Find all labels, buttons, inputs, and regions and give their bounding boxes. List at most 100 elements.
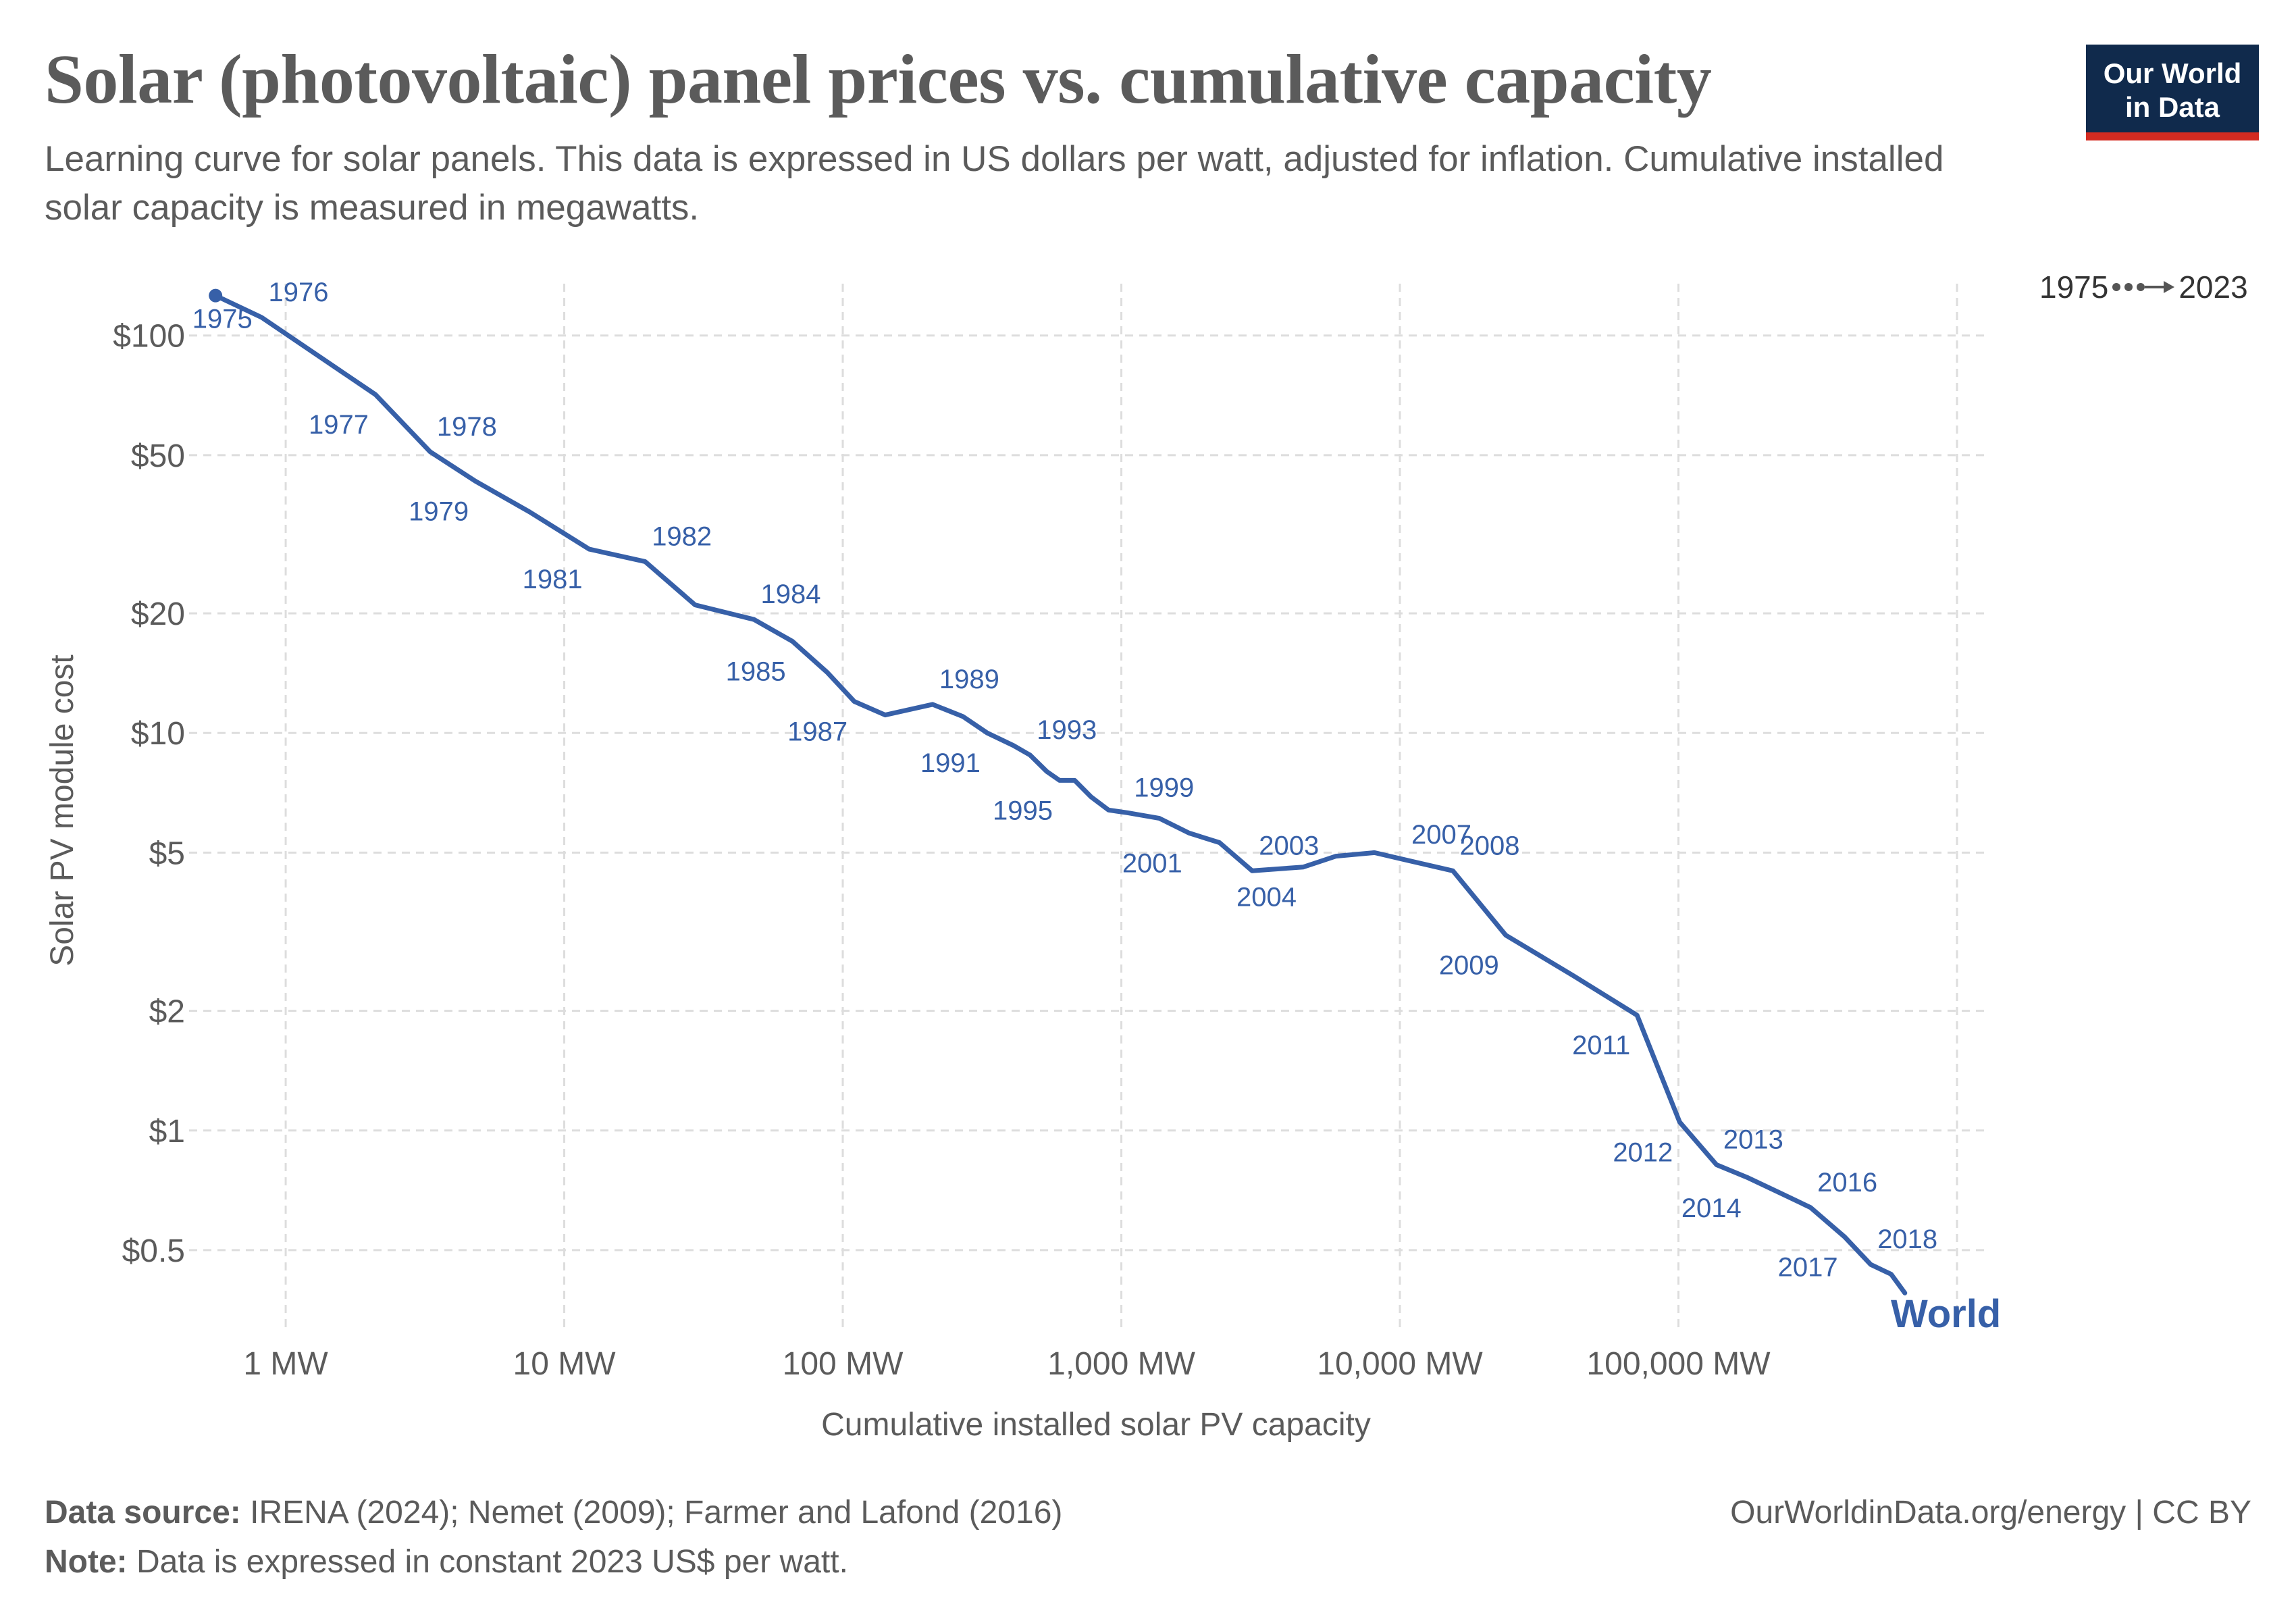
data-point [1091, 796, 1092, 798]
y-tick-label: $2 [149, 994, 185, 1030]
data-point [1715, 1164, 1717, 1166]
x-axis-label: Cumulative installed solar PV capacity [821, 1407, 1371, 1443]
x-tick-label: 10,000 MW [1317, 1346, 1483, 1382]
series-world[interactable] [209, 288, 1908, 1295]
data-point [1844, 1236, 1846, 1238]
data-point [1012, 744, 1014, 746]
year-label: 2008 [1460, 831, 1520, 860]
data-point [1251, 870, 1253, 872]
year-label: 2016 [1817, 1168, 1877, 1198]
note-text: Data is expressed in constant 2023 US$ p… [136, 1544, 848, 1580]
data-point [1188, 832, 1190, 834]
data-point [1335, 855, 1337, 857]
year-label: 2009 [1439, 951, 1499, 981]
year-label: 2012 [1613, 1137, 1673, 1167]
data-point [791, 640, 793, 642]
year-label: 1979 [409, 496, 469, 526]
data-point [1046, 771, 1048, 773]
owid-logo[interactable]: Our World in Data [2086, 45, 2259, 140]
data-point [1374, 852, 1376, 854]
data-point [1904, 1292, 1906, 1294]
data-point [529, 511, 530, 513]
source-label: Data source: [45, 1495, 241, 1530]
data-point [986, 732, 988, 734]
data-point [475, 480, 477, 482]
x-tick-label: 100 MW [783, 1346, 904, 1382]
data-point [884, 714, 886, 716]
data-point [1107, 809, 1110, 811]
x-axis-ticks: 1 MW 10 MW 100 MW 1,000 MW 10,000 MW 100,000 … [243, 1346, 1771, 1382]
data-point [1452, 870, 1454, 872]
y-tick-label: $1 [149, 1114, 185, 1150]
note-label: Note: [45, 1544, 128, 1580]
year-label: 1991 [920, 748, 981, 778]
data-point [1810, 1206, 1812, 1208]
data-point [1218, 842, 1220, 844]
year-label: 1978 [437, 412, 497, 442]
data-point [1890, 1273, 1892, 1275]
year-label: 1987 [787, 717, 847, 747]
data-point [1126, 812, 1128, 814]
data-point [1636, 1014, 1638, 1017]
data-point [1505, 934, 1507, 936]
year-label: 2011 [1572, 1031, 1630, 1060]
y-tick-label: $50 [131, 438, 185, 474]
data-point [1059, 779, 1060, 781]
year-label: 2017 [1778, 1252, 1838, 1282]
year-label: 2003 [1259, 831, 1319, 860]
footer-source: Data source: IRENA (2024); Nemet (2009);… [45, 1494, 1062, 1531]
year-label: 1977 [309, 410, 369, 440]
data-point [827, 671, 829, 673]
x-tick-label: 1,000 MW [1047, 1346, 1195, 1382]
data-point [962, 715, 964, 717]
year-label: 1985 [726, 657, 786, 687]
year-label: 2007 [1411, 820, 1471, 850]
data-point [1029, 754, 1031, 756]
x-tick-label: 10 MW [513, 1346, 617, 1382]
data-point [1777, 1191, 1779, 1193]
year-label: 2001 [1122, 848, 1182, 878]
data-point [1404, 858, 1405, 860]
data-point [1747, 1177, 1749, 1179]
y-tick-label: $5 [149, 835, 185, 871]
year-label: 1976 [269, 278, 329, 307]
footer-note: Note: Data is expressed in constant 2023… [45, 1543, 848, 1580]
year-label: 2018 [1877, 1225, 1937, 1254]
timeline-control[interactable]: 1975 2023 [2039, 269, 2248, 305]
year-label: 1993 [1037, 715, 1097, 745]
logo-line-1: Our World [2103, 57, 2242, 89]
year-label: 1981 [523, 565, 583, 594]
data-point [1679, 1121, 1681, 1123]
year-label: 2014 [1681, 1193, 1742, 1223]
data-point [931, 703, 933, 705]
y-axis-label: Solar PV module cost [45, 654, 80, 967]
series-line-world[interactable] [213, 293, 1908, 1295]
grid-lines [189, 284, 1989, 1327]
data-point [1870, 1264, 1872, 1266]
data-point [588, 548, 590, 550]
year-label: 2004 [1236, 883, 1297, 912]
y-axis-ticks: $100 $50 $20 $10 $5 $2 $1 $0.5 [113, 319, 185, 1269]
year-label: 1984 [761, 580, 821, 609]
year-label: 1989 [939, 665, 999, 694]
year-label: 1999 [1134, 773, 1194, 802]
timeline-dots-arrow-icon [2112, 281, 2175, 293]
logo-line-2: in Data [2124, 91, 2220, 123]
data-point [261, 317, 263, 318]
data-point [1303, 866, 1304, 868]
year-label: 1995 [993, 796, 1053, 825]
data-point [215, 294, 217, 297]
y-tick-label: $20 [131, 596, 185, 632]
y-tick-label: $10 [131, 716, 185, 752]
data-point [854, 700, 856, 702]
series-label-world[interactable]: World [1891, 1292, 2001, 1336]
year-labels: 1975 1976 1977 1978 1979 1981 1982 1984 19851987… [192, 278, 1937, 1282]
data-point [1074, 779, 1076, 781]
year-label: 1982 [652, 521, 712, 551]
data-point [1158, 817, 1160, 819]
data-point [644, 561, 646, 563]
x-tick-label: 100,000 MW [1586, 1346, 1771, 1382]
footer-url[interactable]: OurWorldinData.org/energy | CC BY [1730, 1495, 2251, 1530]
data-point [429, 451, 431, 453]
